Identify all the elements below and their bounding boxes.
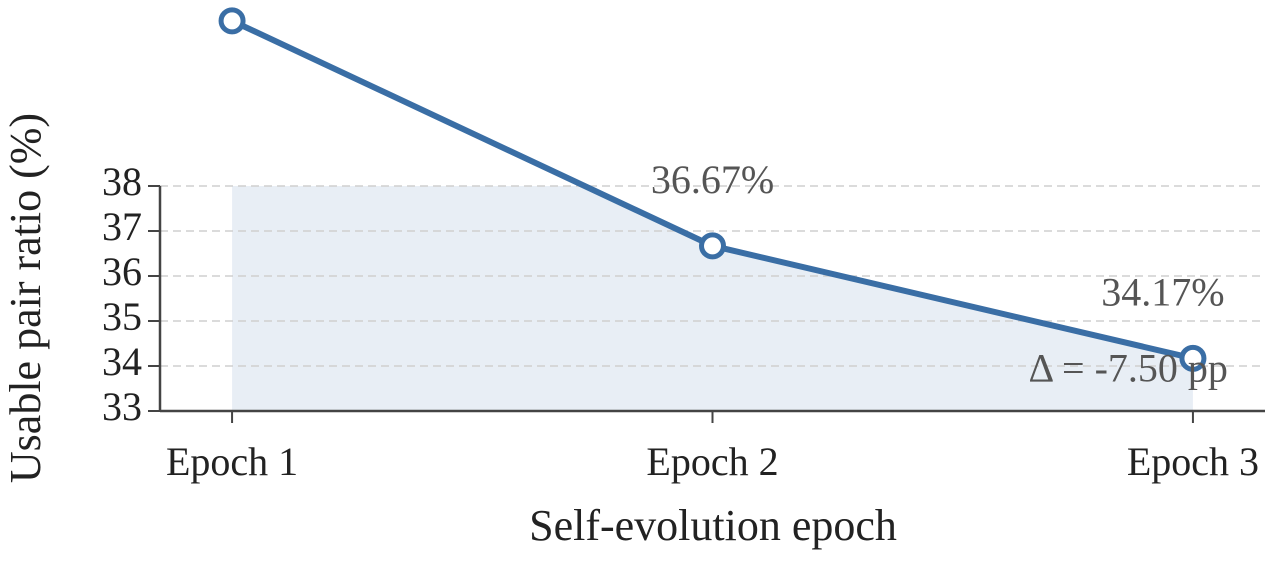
- x-tick-label: Epoch 2: [646, 439, 778, 484]
- y-tick-label: 36: [102, 249, 142, 294]
- y-tick-label: 38: [102, 159, 142, 204]
- marker: [699, 232, 726, 260]
- plot-area: [232, 186, 1193, 411]
- y-tick-label: 37: [102, 204, 142, 249]
- x-tick-label: Epoch 3: [1127, 439, 1259, 484]
- marker: [218, 7, 246, 35]
- x-axis-label: Self-evolution epoch: [529, 501, 897, 550]
- x-tick-label: Epoch 1: [166, 439, 298, 484]
- marker: [1179, 344, 1207, 372]
- y-tick-label: 33: [102, 384, 142, 429]
- y-axis-label: Usable pair ratio (%): [1, 113, 50, 483]
- data-label: 36.67%: [651, 157, 774, 202]
- y-tick-label: 34: [102, 339, 142, 384]
- area: [232, 186, 1193, 411]
- data-label: 34.17%: [1101, 270, 1224, 315]
- y-tick-label: 35: [102, 294, 142, 339]
- annotation: Δ = -7.50 pp: [1029, 346, 1228, 391]
